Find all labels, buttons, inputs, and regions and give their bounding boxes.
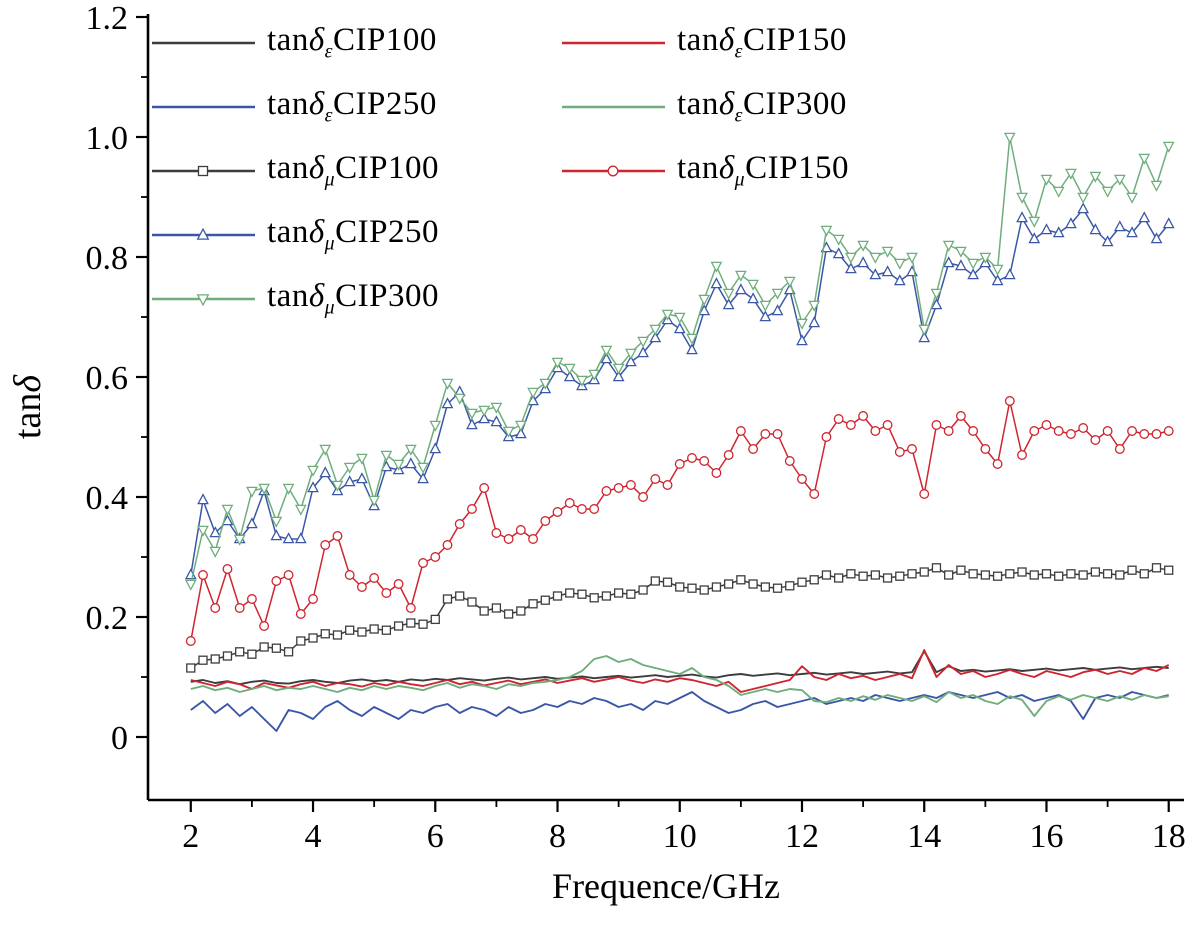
series-eps-cip250-line: [190, 691, 1169, 732]
x-axis-label: Frequence/GHz: [552, 866, 780, 906]
series-mu-cip300-line: [190, 136, 1170, 585]
series-mu-cip250-line: [190, 208, 1170, 576]
x-tick-label: 2: [182, 818, 199, 855]
x-tick-label: 18: [1152, 818, 1186, 855]
y-axis-label: tanδ: [7, 374, 49, 439]
series-mu-cip150-markers: [185, 396, 1174, 646]
x-tick-label: 12: [785, 818, 819, 855]
x-tick-label: 8: [549, 818, 566, 855]
series-eps-cip100-line: [190, 650, 1169, 686]
y-tick-label: 0.4: [86, 480, 129, 517]
x-tick-label: 10: [663, 818, 697, 855]
series-mu-cip300-markers: [184, 132, 1175, 591]
y-tick-label: 1.0: [86, 120, 129, 157]
x-tick-label: 16: [1029, 818, 1063, 855]
series-mu-cip100-markers: [186, 563, 1174, 673]
y-tick-label: 0.8: [86, 240, 129, 277]
series-mu-cip150-line: [190, 400, 1169, 642]
y-tick-label: 0.2: [86, 600, 129, 637]
y-tick-label: 0.6: [86, 360, 129, 397]
x-tick-label: 6: [427, 818, 444, 855]
y-tick-label: 0: [111, 720, 128, 757]
x-tick-label: 14: [907, 818, 941, 855]
series-eps-cip150-line: [190, 649, 1170, 693]
series-mu-cip250-markers: [184, 202, 1175, 580]
y-tick-label: 1.2: [86, 0, 129, 37]
x-tick-label: 4: [305, 818, 322, 855]
series-eps-cip300-line: [190, 655, 1169, 717]
